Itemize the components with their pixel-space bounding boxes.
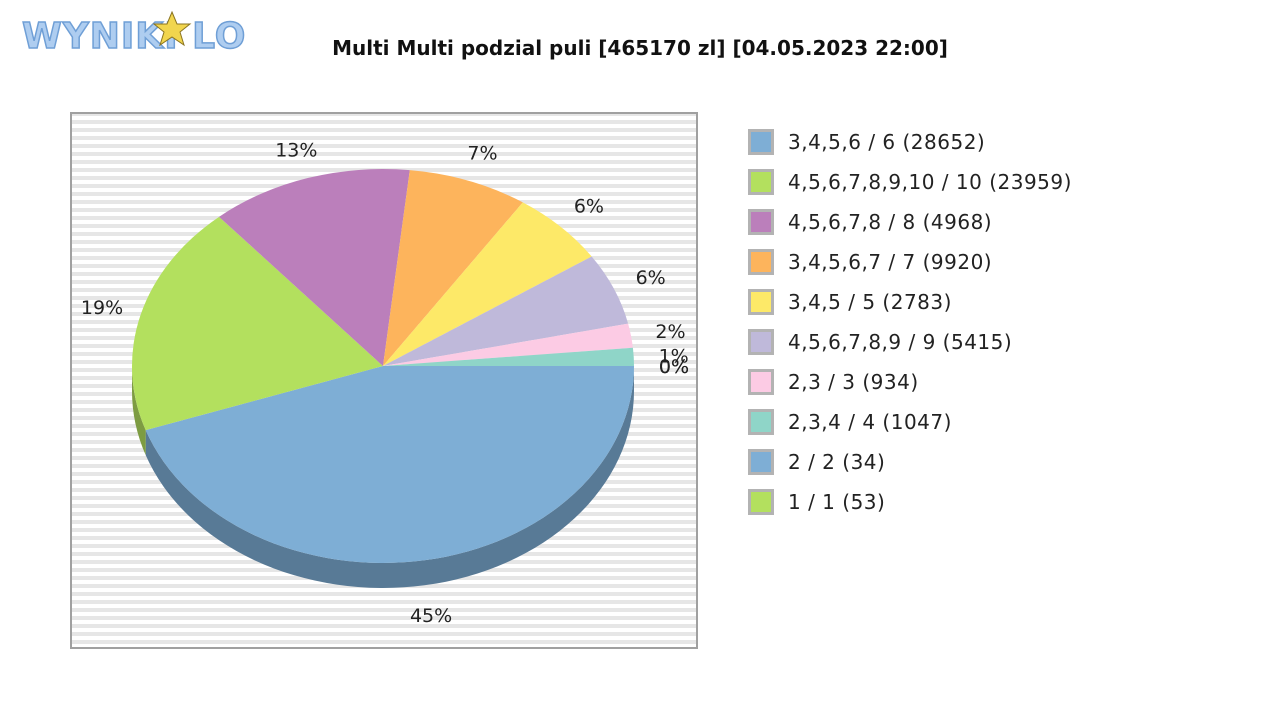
legend-label: 4,5,6,7,8,9,10 / 10 (23959) <box>788 170 1072 194</box>
svg-text:WYNIKI LOTTO: WYNIKI LOTTO <box>22 16 245 57</box>
legend-swatch <box>748 169 774 195</box>
legend-label: 4,5,6,7,8,9 / 9 (5415) <box>788 330 1013 354</box>
pie-label-1: 45% <box>410 605 452 627</box>
pie-slice-8 <box>383 347 634 366</box>
pie-label-9: 0% <box>659 356 689 378</box>
legend: 3,4,5,6 / 6 (28652) 4,5,6,7,8,9,10 / 10 (… <box>748 122 1072 522</box>
wyniki-lotto-logo: WYNIKI LOTTO <box>21 10 245 58</box>
pie-label-7: 2% <box>655 321 685 343</box>
legend-label: 3,4,5,6 / 6 (28652) <box>788 130 986 154</box>
pie-slice-6 <box>383 256 629 366</box>
pie-label-10: 0% <box>659 356 689 378</box>
pie-slice-4 <box>383 170 523 366</box>
legend-label: 4,5,6,7,8 / 8 (4968) <box>788 210 993 234</box>
legend-item-9: 2 / 2 (34) <box>748 442 1072 482</box>
legend-label: 1 / 1 (53) <box>788 490 886 514</box>
chart-title: Multi Multi podzial puli [465170 zl] [04… <box>332 36 948 60</box>
pie-label-4: 7% <box>467 143 497 165</box>
pie-label-8: 1% <box>659 345 689 367</box>
legend-label: 3,4,5,6,7 / 7 (9920) <box>788 250 993 274</box>
legend-swatch <box>748 489 774 515</box>
legend-swatch <box>748 289 774 315</box>
pie-slice-2 <box>131 216 383 431</box>
legend-swatch <box>748 209 774 235</box>
legend-label: 3,4,5 / 5 (2783) <box>788 290 952 314</box>
pie-label-6: 6% <box>636 267 666 289</box>
legend-label: 2 / 2 (34) <box>788 450 886 474</box>
legend-item-2: 4,5,6,7,8,9,10 / 10 (23959) <box>748 162 1072 202</box>
legend-item-5: 3,4,5 / 5 (2783) <box>748 282 1072 322</box>
legend-item-6: 4,5,6,7,8,9 / 9 (5415) <box>748 322 1072 362</box>
legend-item-4: 3,4,5,6,7 / 7 (9920) <box>748 242 1072 282</box>
pie-label-5: 6% <box>574 196 604 218</box>
legend-swatch <box>748 449 774 475</box>
legend-swatch <box>748 129 774 155</box>
legend-swatch <box>748 329 774 355</box>
legend-item-1: 3,4,5,6 / 6 (28652) <box>748 122 1072 162</box>
legend-label: 2,3 / 3 (934) <box>788 370 919 394</box>
pie-side-2 <box>132 366 146 456</box>
legend-label: 2,3,4 / 4 (1047) <box>788 410 952 434</box>
pie-slice-7 <box>383 323 633 366</box>
pie-slice-1 <box>145 366 634 564</box>
legend-swatch <box>748 409 774 435</box>
legend-item-10: 1 / 1 (53) <box>748 482 1072 522</box>
legend-item-8: 2,3,4 / 4 (1047) <box>748 402 1072 442</box>
legend-item-3: 4,5,6,7,8 / 8 (4968) <box>748 202 1072 242</box>
legend-swatch <box>748 249 774 275</box>
pie-slice-5 <box>383 202 592 366</box>
pie-label-3: 13% <box>275 139 317 161</box>
legend-item-7: 2,3 / 3 (934) <box>748 362 1072 402</box>
pie-label-2: 19% <box>81 297 123 319</box>
pie-slice-3 <box>219 169 410 366</box>
legend-swatch <box>748 369 774 395</box>
